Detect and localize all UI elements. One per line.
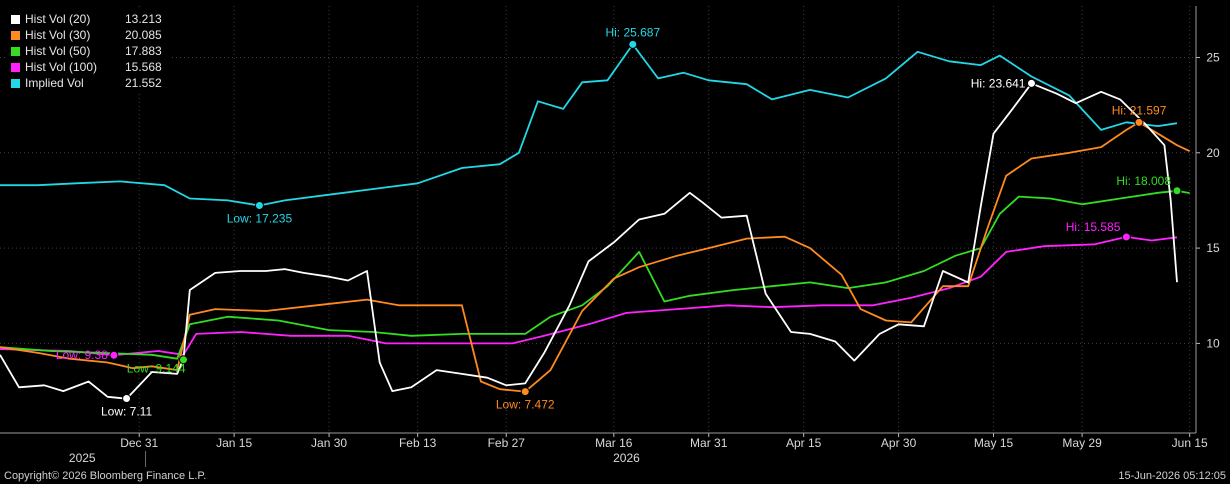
annotation-label-4: Low: 9.144 xyxy=(127,362,186,376)
annotation-marker-8 xyxy=(254,200,264,210)
annotation-marker-2 xyxy=(520,387,530,397)
annotation-marker-3 xyxy=(1134,117,1144,127)
annotation-label-1: Hi: 23.641 xyxy=(971,76,1026,90)
annotation-label-7: Hi: 15.585 xyxy=(1066,220,1121,234)
legend-item-hv20: Hist Vol (20) 13.213 xyxy=(10,11,169,27)
legend-swatch-hv30 xyxy=(10,29,21,41)
legend-value-hv20: 13.213 xyxy=(125,12,162,26)
annotations-layer: Low: 7.11 Hi: 23.641 Low: 7.472 Hi: 21.597 L… xyxy=(56,25,1182,418)
y-tick-label-20: 20 xyxy=(1206,146,1220,160)
annotation-label-2: Low: 7.472 xyxy=(496,398,555,412)
series-lines xyxy=(0,43,1191,400)
copyright-text: Copyright© 2026 Bloomberg Finance L.P. xyxy=(4,470,207,482)
legend-item-hv100: Hist Vol (100) 15.568 xyxy=(10,59,169,75)
x-tick-label-3: Feb 13 xyxy=(399,436,437,450)
series-line-implied xyxy=(0,43,1178,207)
x-tick-label-11: Jun 15 xyxy=(1172,436,1208,450)
y-tick-label-15: 15 xyxy=(1206,241,1220,255)
x-tick-label-8: Apr 30 xyxy=(881,436,917,450)
annotation-marker-0 xyxy=(122,393,132,403)
year-label-2025: 2025 xyxy=(69,451,96,465)
timestamp-text: 15-Jun-2026 05:12:05 xyxy=(1118,470,1226,482)
series-line-hv30 xyxy=(0,121,1191,393)
legend-value-hv50: 17.883 xyxy=(125,44,162,58)
x-tick-label-2: Jan 30 xyxy=(311,436,347,450)
annotation-marker-1 xyxy=(1026,78,1036,88)
annotation-label-9: Hi: 25.687 xyxy=(605,25,660,39)
legend-value-hv100: 15.568 xyxy=(125,60,162,74)
legend-label-hv30: Hist Vol (30) xyxy=(25,28,91,42)
year-label-2026: 2026 xyxy=(613,451,640,465)
x-tick-label-10: May 29 xyxy=(1062,436,1102,450)
annotation-marker-5 xyxy=(1172,186,1182,196)
legend-item-implied: Implied Vol 21.552 xyxy=(10,75,169,91)
annotation-marker-4 xyxy=(179,355,189,365)
x-tick-label-1: Jan 15 xyxy=(216,436,252,450)
legend-label-hv50: Hist Vol (50) xyxy=(25,44,91,58)
annotation-label-8: Low: 17.235 xyxy=(227,211,293,225)
annotation-label-5: Hi: 18.008 xyxy=(1116,174,1171,188)
legend-swatch-hv50 xyxy=(10,45,21,57)
annotation-label-6: Low: 9.38 xyxy=(56,348,108,362)
x-tick-label-7: Apr 15 xyxy=(786,436,822,450)
series-line-hv100 xyxy=(0,236,1178,357)
legend-label-implied: Implied Vol xyxy=(25,76,84,90)
legend-swatch-hv100 xyxy=(10,61,21,73)
y-tick-label-25: 25 xyxy=(1206,50,1220,64)
x-tick-label-4: Feb 27 xyxy=(488,436,526,450)
x-tick-label-6: Mar 31 xyxy=(690,436,728,450)
legend-label-hv20: Hist Vol (20) xyxy=(25,12,91,26)
x-tick-label-5: Mar 16 xyxy=(595,436,633,450)
annotation-marker-9 xyxy=(628,39,638,49)
annotation-marker-6 xyxy=(109,350,119,360)
series-line-hv50 xyxy=(0,189,1190,360)
series-line-hv20 xyxy=(0,82,1178,400)
x-tick-label-0: Dec 31 xyxy=(120,436,158,450)
legend-item-hv30: Hist Vol (30) 20.085 xyxy=(10,27,169,43)
legend-item-hv50: Hist Vol (50) 17.883 xyxy=(10,43,169,59)
x-tick-label-9: May 15 xyxy=(974,436,1014,450)
annotation-marker-7 xyxy=(1121,232,1131,242)
legend-swatch-hv20 xyxy=(10,13,21,25)
legend-value-hv30: 20.085 xyxy=(125,28,162,42)
legend-value-implied: 21.552 xyxy=(125,76,162,90)
annotation-label-3: Hi: 21.597 xyxy=(1112,103,1167,117)
legend-swatch-implied xyxy=(10,77,21,89)
legend: Hist Vol (20) 13.213 Hist Vol (30) 20.08… xyxy=(8,10,172,93)
y-tick-label-10: 10 xyxy=(1206,336,1220,350)
annotation-label-0: Low: 7.11 xyxy=(101,404,152,418)
legend-label-hv100: Hist Vol (100) xyxy=(25,60,98,74)
